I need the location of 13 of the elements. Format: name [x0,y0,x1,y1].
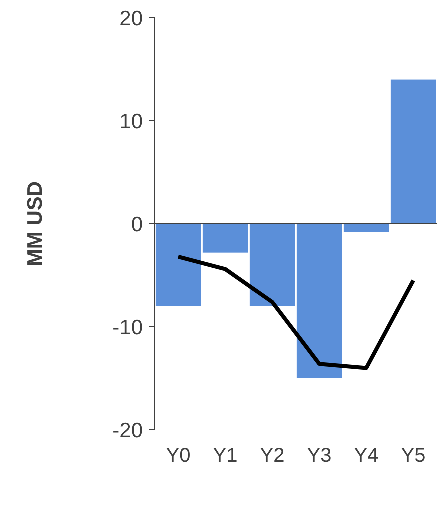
x-tick-label: Y0 [166,445,191,467]
x-tick-label: Y1 [213,445,238,467]
y-tick-label: 20 [120,7,143,30]
y-axis-title: MM USD [24,181,47,267]
line-series [176,254,416,370]
x-tick-label: Y3 [307,445,332,467]
x-tick-label: Y5 [401,445,426,467]
y-tick-label: -10 [112,316,143,340]
y-tick-label: -20 [112,419,143,442]
x-tick-label: Y2 [260,445,285,467]
y-tick-label: 10 [120,110,143,134]
y-tick-label: 0 [131,213,143,236]
x-tick-label: Y4 [354,445,379,467]
